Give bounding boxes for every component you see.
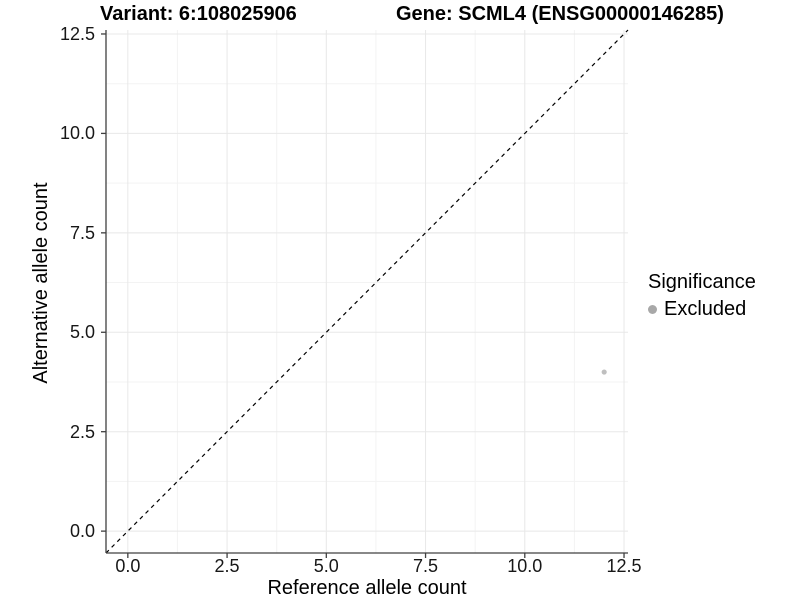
- y-tick-label: 12.5: [59, 23, 95, 44]
- x-axis-title: Reference allele count: [267, 577, 467, 599]
- legend-title: Significance: [648, 271, 756, 293]
- legend: Significance Excluded: [648, 270, 756, 321]
- y-tick-label: 5.0: [69, 322, 95, 343]
- legend-item: Excluded: [648, 298, 756, 321]
- y-axis-title: Alternative allele count: [30, 182, 52, 384]
- x-tick-label: 7.5: [413, 556, 439, 576]
- data-point: [601, 369, 607, 375]
- x-tick-label: 12.5: [606, 556, 642, 576]
- legend-item-label: Excluded: [664, 298, 747, 320]
- plot-title-gene: Gene: SCML4 (ENSG00000146285): [396, 3, 724, 25]
- x-tick-label: 2.5: [214, 556, 240, 576]
- identity-line: [105, 29, 629, 554]
- y-tick-label: 2.5: [69, 421, 95, 442]
- x-tick-label: 0.0: [115, 556, 141, 576]
- y-tick-label: 0.0: [69, 521, 95, 542]
- legend-items: Excluded: [648, 298, 756, 321]
- legend-point-icon: [648, 305, 657, 314]
- x-tick-label: 10.0: [507, 556, 543, 576]
- y-tick-label: 10.0: [59, 123, 95, 144]
- y-tick-label: 7.5: [69, 222, 95, 243]
- plot-title-variant: Variant: 6:108025906: [100, 3, 297, 25]
- x-tick-label: 5.0: [313, 556, 339, 576]
